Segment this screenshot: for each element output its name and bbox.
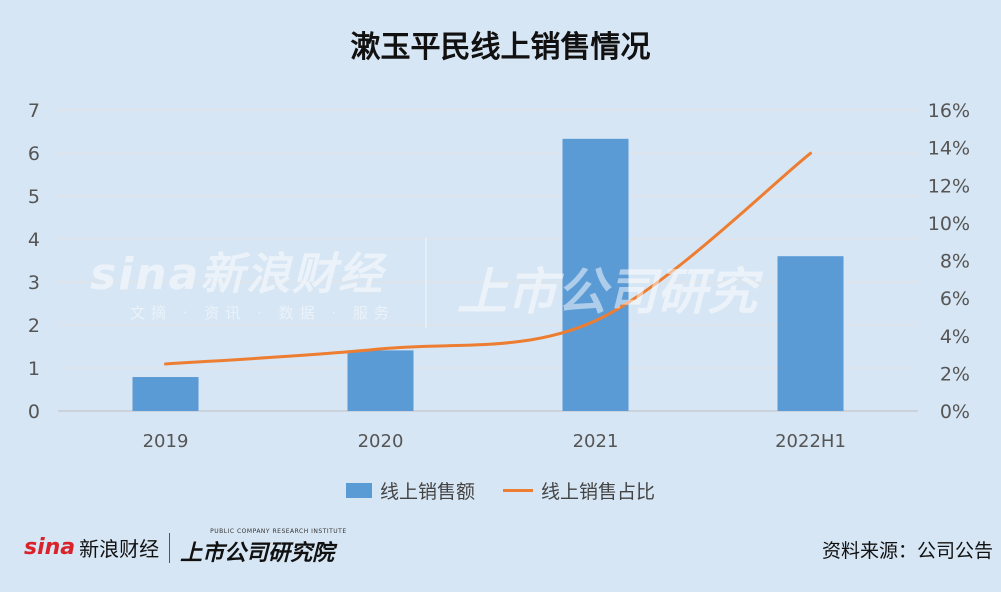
bar [777,256,844,411]
y-left-tick-label: 5 [28,186,40,208]
legend-swatch-bar [345,483,372,498]
footer-logo: sina 新浪财经 PUBLIC COMPANY RESEARCH INSTIT… [24,528,347,567]
x-tick-label: 2021 [573,431,619,452]
y-right-tick-label: 10% [928,213,970,235]
y-left-tick-label: 3 [28,272,40,294]
legend-swatch-line [503,489,533,492]
y-right-tick-label: 4% [940,326,970,348]
y-left-tick-label: 0 [28,401,40,423]
y-right-tick-label: 12% [928,175,970,197]
chart-legend: 线上销售额 线上销售占比 [0,477,1001,504]
line-series [164,151,812,366]
research-institute-name: 上市公司研究院 [180,541,335,566]
bar [132,377,199,411]
y-right-tick-label: 8% [940,251,970,273]
research-institute-logo: PUBLIC COMPANY RESEARCH INSTITUTE 上市公司研究… [180,528,346,567]
y-right-tick-label: 0% [940,401,970,423]
bar [347,350,414,411]
bar [562,138,629,411]
y-left-tick-label: 2 [28,315,40,337]
legend-label-bar: 线上销售额 [379,481,475,503]
y-left-tick-label: 4 [28,229,40,251]
y-left-tick-label: 7 [28,100,40,122]
chart-title: 漱玉平民线上销售情况 [350,30,651,65]
source-note: 资料来源：公司公告 [821,540,993,562]
y-right-tick-label: 16% [928,100,970,122]
y-left-tick-label: 1 [28,358,40,380]
sina-logo: sina [24,535,76,560]
research-institute-sub: PUBLIC COMPANY RESEARCH INSTITUTE [210,528,347,535]
x-tick-label: 2020 [358,431,404,452]
y-left-tick-label: 6 [28,143,40,165]
legend-label-line: 线上销售占比 [541,481,656,503]
x-tick-label: 2022H1 [775,431,846,452]
sina-finance-logo-text: 新浪财经 [79,537,160,561]
x-tick-label: 2019 [143,431,189,452]
legend-item-bar: 线上销售额 [345,477,475,504]
legend-item-line: 线上销售占比 [503,477,655,504]
y-right-tick-label: 6% [940,288,970,310]
logo-divider [169,532,171,563]
y-right-tick-label: 14% [928,138,970,160]
y-right-tick-label: 2% [940,363,970,385]
